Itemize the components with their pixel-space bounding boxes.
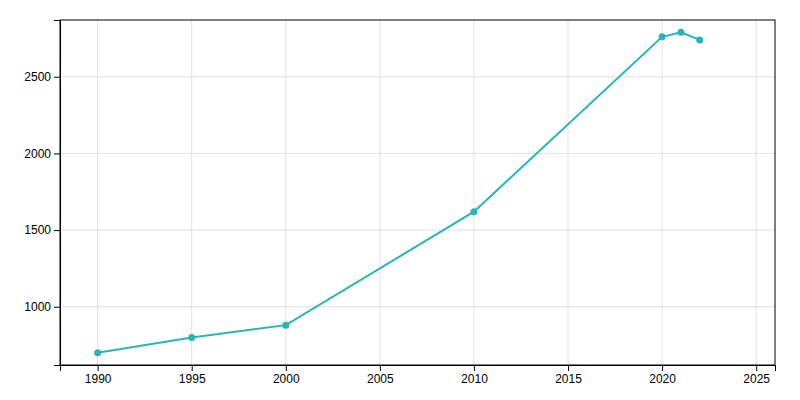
x-tick-mark [662,365,663,371]
point [470,208,477,215]
y-tick: 2500 [24,70,60,84]
x-grid-line [379,20,380,365]
x-grid-line [568,20,569,365]
line [98,32,700,352]
point [696,36,703,43]
series [94,29,703,356]
x-tick: 2015 [555,365,582,386]
y-tick-mark [54,230,60,231]
point [188,334,195,341]
y-grid-line [60,306,775,307]
point [677,29,684,36]
point [94,349,101,356]
x-tick: 2010 [461,365,488,386]
y-tick: 1500 [24,223,60,237]
x-tick-mark [474,365,475,371]
x-tick-label: 2020 [649,372,676,386]
y-tick: 2000 [24,147,60,161]
x-tick: 2020 [649,365,676,386]
y-tick-label: 1000 [24,300,51,314]
x-tick-mark [286,365,287,371]
x-tick: 2005 [367,365,394,386]
x-tick-label: 2000 [273,372,300,386]
x-tick-label: 2025 [743,372,770,386]
x-tick: 2000 [273,365,300,386]
x-tick-mark [756,365,757,371]
x-tick: 1990 [85,365,112,386]
y-axis: 1000 1500 2000 2500 [24,21,60,366]
y-tick-label: 2000 [24,147,51,161]
y-grid-line [60,230,775,231]
y-tick-mark [54,307,60,308]
x-grid-line [662,20,663,365]
x-tick-label: 2010 [461,372,488,386]
y-tick-mark [54,153,60,154]
x-tick-mark [192,365,193,371]
plot-frame [60,20,775,365]
y-tick: 1000 [24,300,60,314]
y-tick-label: 2500 [24,70,51,84]
y-tick-label: 1500 [24,223,51,237]
x-tick-mark [98,365,99,371]
x-grid-line [473,20,474,365]
x-axis-line [61,366,776,372]
y-axis-line [54,21,61,366]
x-tick-mark [380,365,381,371]
point [282,322,289,329]
x-tick-label: 2015 [555,372,582,386]
x-grid-line [285,20,286,365]
chart: 1990 1995 2000 2005 2010 2015 2020 2025 1000 1500… [0,0,800,400]
x-grid-line [191,20,192,365]
x-tick: 2025 [743,365,770,386]
x-tick: 1995 [179,365,206,386]
point [659,33,666,40]
y-tick-mark [54,77,60,78]
x-tick-label: 1995 [179,372,206,386]
y-grid-line [60,76,775,77]
x-grid-line [97,20,98,365]
x-tick-label: 2005 [367,372,394,386]
x-tick-mark [568,365,569,371]
grid [60,20,775,365]
x-axis: 1990 1995 2000 2005 2010 2015 2020 2025 [61,365,776,386]
plot: 1990 1995 2000 2005 2010 2015 2020 2025 1000 1500… [24,20,775,386]
x-tick-label: 1990 [85,372,112,386]
x-grid-line [756,20,757,365]
y-grid-line [60,153,775,154]
